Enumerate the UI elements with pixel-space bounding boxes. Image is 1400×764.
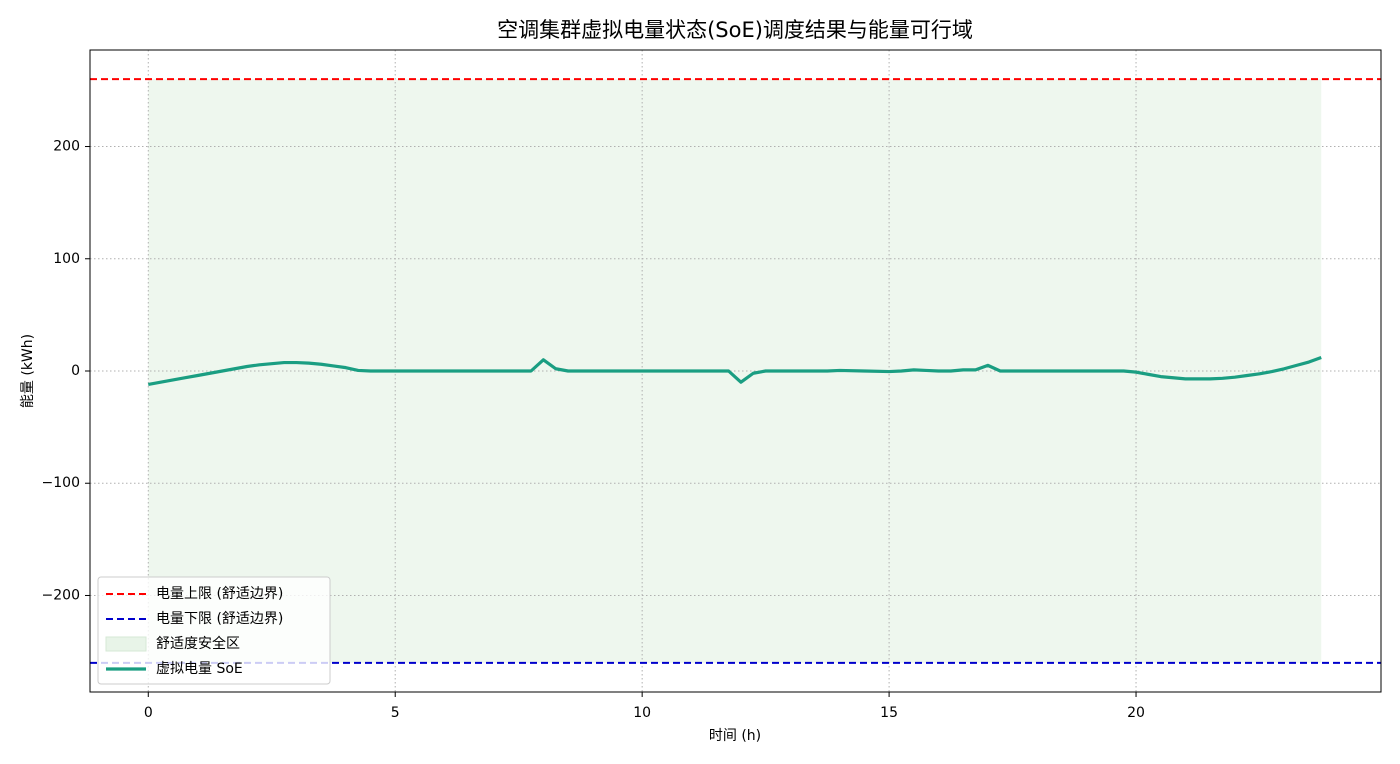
x-tick-label: 5 bbox=[391, 705, 400, 721]
x-tick-label: 10 bbox=[633, 705, 651, 721]
y-tick-label: 0 bbox=[71, 363, 80, 379]
legend-entry: 电量上限 (舒适边界) bbox=[106, 586, 283, 602]
legend-entry: 虚拟电量 SoE bbox=[106, 661, 243, 677]
legend-label: 舒适度安全区 bbox=[156, 635, 240, 652]
y-tick-label: 100 bbox=[53, 251, 80, 267]
soe-line bbox=[147, 356, 1322, 387]
x-tick-label: 20 bbox=[1127, 705, 1145, 721]
x-tick-label: 0 bbox=[144, 705, 153, 721]
x-tick-label: 15 bbox=[880, 705, 898, 721]
y-tick-label: 200 bbox=[53, 139, 80, 155]
y-tick-label: −200 bbox=[42, 587, 80, 603]
legend-entry: 电量下限 (舒适边界) bbox=[106, 611, 283, 627]
legend-box bbox=[97, 576, 331, 685]
chart-title: 空调集群虚拟电量状态(SoE)调度结果与能量可行域 bbox=[497, 18, 973, 42]
legend-swatch bbox=[105, 636, 147, 652]
legend-entry: 舒适度安全区 bbox=[105, 635, 240, 652]
y-tick-label: −100 bbox=[42, 475, 80, 491]
legend-label: 电量下限 (舒适边界) bbox=[156, 611, 283, 627]
y-axis-label: 能量 (kWh) bbox=[20, 334, 36, 408]
legend-label: 虚拟电量 SoE bbox=[156, 661, 243, 677]
x-axis-label: 时间 (h) bbox=[709, 728, 761, 744]
plot-frame bbox=[89, 49, 1382, 693]
legend-label: 电量上限 (舒适边界) bbox=[156, 586, 283, 602]
